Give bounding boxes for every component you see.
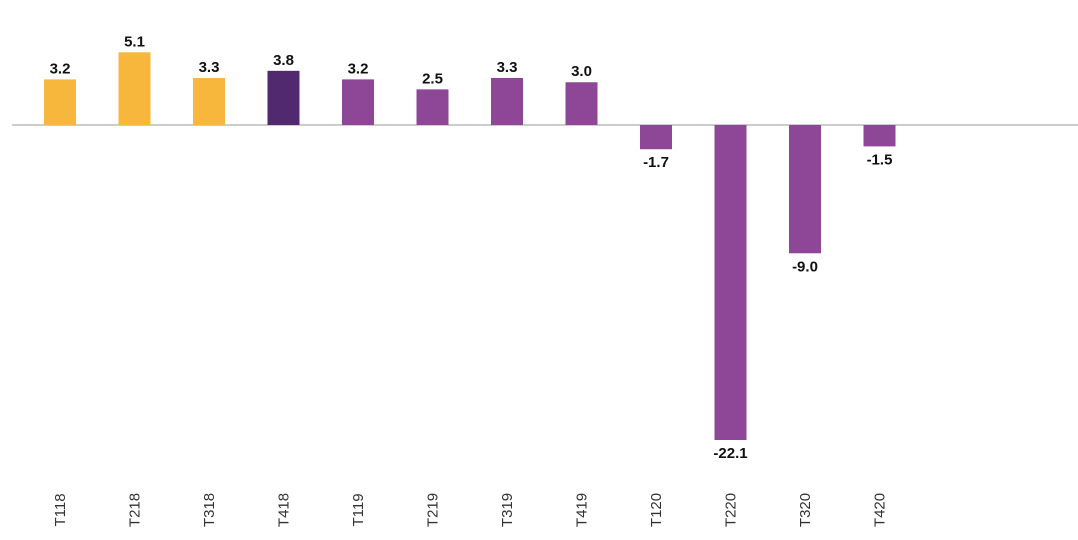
bar — [267, 70, 300, 125]
value-label: 3.2 — [348, 60, 369, 77]
x-tick-label: T319 — [499, 493, 516, 527]
bar — [118, 52, 151, 125]
bar — [640, 125, 672, 150]
bar — [789, 125, 821, 254]
x-tick-label: T318 — [201, 493, 218, 527]
x-tick-label: T320 — [797, 493, 814, 527]
x-tick-label: T118 — [52, 493, 69, 526]
x-tick-label: T219 — [425, 493, 442, 527]
bar — [491, 77, 523, 125]
x-tick-label: T419 — [574, 493, 591, 527]
bar — [565, 82, 598, 125]
bar — [714, 125, 747, 440]
x-tick-label: T120 — [648, 493, 665, 527]
value-label: 3.3 — [497, 59, 518, 76]
value-label: -1.7 — [643, 154, 669, 171]
bar — [193, 77, 225, 125]
bar — [342, 79, 374, 125]
x-tick-label: T119 — [350, 493, 367, 526]
value-label: 3.0 — [571, 63, 592, 80]
value-label: 2.5 — [422, 70, 443, 87]
value-label: 5.1 — [124, 33, 145, 50]
bar — [863, 125, 896, 147]
x-tick-label: T418 — [276, 493, 293, 527]
value-label: -1.5 — [867, 151, 893, 168]
value-label: 3.2 — [50, 60, 71, 77]
bar — [44, 79, 76, 125]
value-label: -22.1 — [713, 445, 747, 462]
x-tick-label: T220 — [723, 493, 740, 527]
x-tick-label: T420 — [872, 493, 889, 527]
value-label: 3.3 — [199, 59, 220, 76]
value-label: 3.8 — [273, 52, 294, 69]
value-label: -9.0 — [792, 258, 818, 275]
x-tick-label: T218 — [127, 493, 144, 527]
bar — [416, 89, 449, 125]
